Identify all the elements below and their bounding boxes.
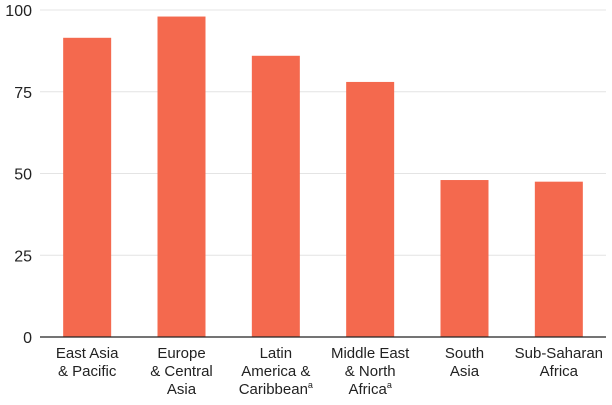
- y-tick-label: 100: [5, 3, 32, 20]
- x-tick-label: Sub-Saharan Africa: [515, 345, 603, 380]
- y-tick-label: 0: [23, 330, 32, 347]
- y-axis-ticks: 0 25 50 75 100: [5, 3, 32, 347]
- x-axis-ticks: East Asia & Pacific Europe & Central Asia Lat…: [56, 345, 603, 398]
- y-tick-label: 75: [14, 85, 32, 102]
- x-tick-label: South Asia: [445, 345, 484, 380]
- x-tick-label: East Asia & Pacific: [56, 345, 119, 380]
- y-tick-label: 50: [14, 167, 32, 184]
- bar: [440, 180, 489, 337]
- bar: [63, 37, 112, 338]
- bar: [157, 16, 206, 337]
- x-tick-label: Latin America & Caribbeana: [239, 345, 313, 398]
- gridlines: [40, 9, 606, 256]
- y-tick-label: 25: [14, 248, 32, 265]
- bar: [251, 55, 300, 337]
- x-tick-label: Europe & Central Asia: [150, 345, 213, 398]
- bar: [534, 181, 583, 337]
- x-tick-label: Middle East & North Africaa: [331, 345, 410, 398]
- bar: [346, 81, 395, 337]
- bars: [63, 16, 583, 338]
